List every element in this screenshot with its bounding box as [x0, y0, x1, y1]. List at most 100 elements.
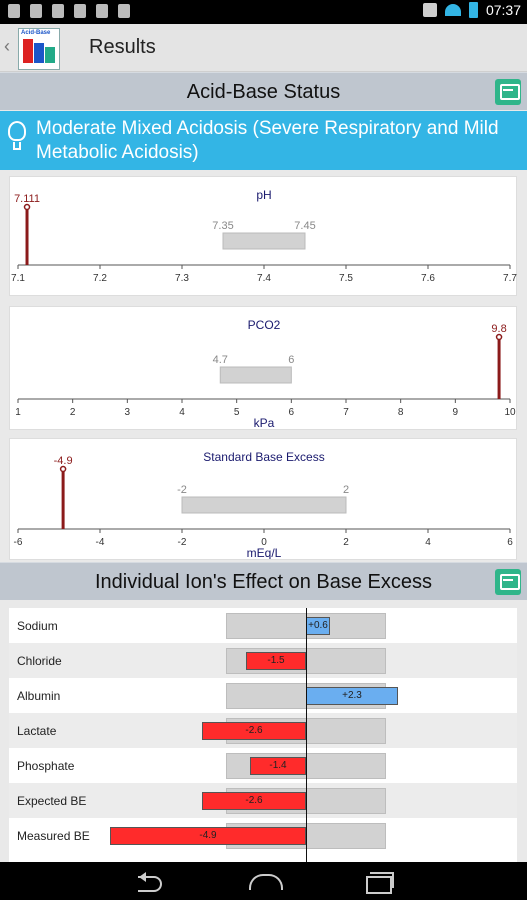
ion-effect-value: -1.5	[267, 655, 285, 666]
value-marker-label: 7.111	[14, 193, 40, 205]
x-axis-label: kPa	[254, 416, 275, 429]
x-tick-label: 1	[15, 407, 21, 418]
status-section-title: Acid-Base Status	[186, 81, 341, 103]
normal-range-high-label: 6	[288, 354, 294, 366]
image-icon	[74, 4, 86, 18]
ion-section-title: Individual Ion's Effect on Base Excess	[95, 571, 432, 593]
ion-name: Lactate	[17, 724, 57, 738]
lightbulb-icon	[6, 121, 28, 151]
normal-range-bar	[181, 496, 347, 514]
x-tick-label: 7.1	[11, 273, 25, 284]
diagnosis-banner: Moderate Mixed Acidosis (Severe Respirat…	[0, 111, 527, 170]
normal-range-low-label: -2	[177, 484, 187, 496]
ion-effect-value: -4.9	[199, 830, 217, 841]
chart-title: PCO2	[248, 318, 281, 332]
x-tick-label: 7.3	[175, 273, 189, 284]
ion-row: Sodium +0.6	[9, 608, 517, 643]
comment-icon[interactable]	[495, 569, 521, 595]
base-excess-chart: Standard Base Excess -2 2 -6 -4 -2 0 2 4 6 mEq/L -4…	[9, 438, 517, 560]
x-tick-label: 9	[453, 407, 459, 418]
x-tick-label: 7.5	[339, 273, 353, 284]
x-tick-label: 5	[234, 407, 240, 418]
value-marker-dot	[495, 333, 503, 341]
navigation-bar	[0, 862, 527, 900]
ion-effect-value: +2.3	[342, 690, 362, 701]
ion-name: Sodium	[17, 619, 58, 633]
pco2-chart: PCO2 4.7 6 1 2 3 4 5 6 7 8 9 10 kPa 9.8	[9, 306, 517, 430]
android-icon	[96, 4, 108, 18]
ion-effect-value: -1.4	[269, 760, 287, 771]
x-tick-label: 4	[425, 537, 431, 548]
x-tick-label: 2	[343, 537, 349, 548]
x-tick-label: 6	[289, 407, 295, 418]
value-marker-dot	[59, 465, 67, 473]
pco2-chart-svg: PCO2 4.7 6 1 2 3 4 5 6 7 8 9 10 kPa 9.8	[15, 318, 516, 429]
chart-title: pH	[256, 188, 271, 202]
sd-card-icon	[30, 4, 42, 18]
back-chevron-icon[interactable]: ‹	[4, 36, 10, 56]
wifi-icon	[444, 4, 461, 16]
dropbox-icon	[52, 4, 64, 18]
x-tick-label: -2	[178, 537, 187, 548]
system-icons: 07:37	[422, 2, 521, 18]
x-tick-label: 7.7	[503, 273, 517, 284]
x-tick-label: 7.6	[421, 273, 435, 284]
x-tick-label: 8	[398, 407, 404, 418]
ion-effect-bar	[202, 792, 306, 810]
value-marker-label: 9.8	[491, 323, 506, 335]
ion-row: Lactate -2.6	[9, 713, 517, 748]
ion-name: Expected BE	[17, 794, 87, 808]
status-section-header: Acid-Base Status	[0, 72, 527, 110]
normal-range-low-label: 4.7	[213, 354, 228, 366]
diagnosis-text: Moderate Mixed Acidosis (Severe Respirat…	[36, 118, 499, 163]
x-axis-label: mEq/L	[247, 546, 282, 559]
comment-icon[interactable]	[495, 79, 521, 105]
ion-effect-value: -2.6	[245, 725, 263, 736]
ion-section-header: Individual Ion's Effect on Base Excess	[0, 562, 527, 600]
ion-effect-value: -2.6	[245, 795, 263, 806]
notification-icon	[8, 4, 20, 18]
ion-row: Albumin +2.3	[9, 678, 517, 713]
value-marker-dot	[23, 203, 31, 211]
ph-chart-svg: pH 7.35 7.45 7.1 7.2 7.3 7.4 7.5 7.6 7.7 7.111	[11, 188, 517, 284]
normal-range-low-label: 7.35	[212, 220, 233, 232]
ion-effect-value: +0.6	[308, 620, 328, 631]
ion-row: Expected BE -2.6	[9, 783, 517, 818]
ion-row: Measured BE -4.9	[9, 818, 517, 853]
x-tick-label: 6	[507, 537, 513, 548]
x-tick-label: 7.2	[93, 273, 107, 284]
ph-chart: pH 7.35 7.45 7.1 7.2 7.3 7.4 7.5 7.6 7.7 7.111	[9, 176, 517, 296]
normal-range-high-label: 7.45	[294, 220, 315, 232]
app-icon-logo-text: Acid-Base	[21, 30, 51, 36]
recent-apps-icon[interactable]	[358, 868, 398, 894]
normal-range-bar	[219, 366, 292, 384]
back-icon[interactable]	[132, 868, 172, 894]
x-tick-label: -4	[96, 537, 105, 548]
bag-icon	[118, 4, 130, 18]
ion-effect-bar	[110, 827, 306, 845]
normal-range-high-label: 2	[343, 484, 349, 496]
action-bar: ‹ Acid-Base Results	[0, 24, 527, 72]
ion-row: Chloride -1.5	[9, 643, 517, 678]
base-excess-chart-svg: Standard Base Excess -2 2 -6 -4 -2 0 2 4 6 mEq/L -4…	[14, 450, 514, 559]
x-tick-label: 4	[179, 407, 185, 418]
x-tick-label: -6	[14, 537, 23, 548]
battery-icon	[468, 2, 478, 18]
x-tick-label: 7.4	[257, 273, 271, 284]
airplane-icon	[422, 3, 437, 17]
ion-row: Phosphate -1.4	[9, 748, 517, 783]
x-tick-label: 3	[125, 407, 131, 418]
x-tick-label: 7	[343, 407, 349, 418]
ion-effect-bar	[250, 757, 306, 775]
value-marker-label: -4.9	[54, 455, 73, 467]
clock: 07:37	[485, 2, 521, 18]
home-icon[interactable]	[245, 868, 285, 894]
ion-effect-bar	[246, 652, 306, 670]
ion-effect-bar	[202, 722, 306, 740]
page-title: Results	[89, 36, 156, 58]
x-tick-label: 0	[261, 537, 267, 548]
notification-icons	[8, 4, 130, 18]
ion-name: Chloride	[17, 654, 62, 668]
app-icon[interactable]: Acid-Base	[18, 28, 60, 70]
x-tick-label: 2	[70, 407, 76, 418]
